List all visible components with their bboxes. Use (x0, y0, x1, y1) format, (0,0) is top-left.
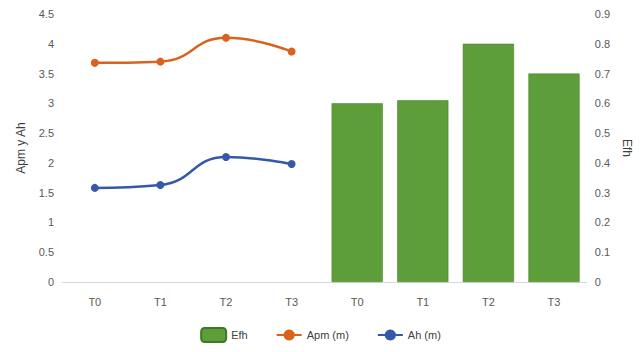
svg-text:T1: T1 (416, 296, 429, 308)
svg-text:0.3: 0.3 (595, 187, 610, 199)
svg-text:0: 0 (595, 276, 601, 288)
svg-text:2.5: 2.5 (39, 127, 54, 139)
svg-text:T2: T2 (220, 296, 233, 308)
svg-text:T0: T0 (88, 296, 101, 308)
svg-text:4.5: 4.5 (39, 8, 54, 20)
svg-text:Efh: Efh (231, 329, 248, 341)
svg-text:0.2: 0.2 (595, 216, 610, 228)
svg-text:Ah (m): Ah (m) (408, 329, 441, 341)
svg-text:0.9: 0.9 (595, 8, 610, 20)
svg-text:0.6: 0.6 (595, 97, 610, 109)
svg-text:4: 4 (48, 38, 54, 50)
svg-text:Apm (m): Apm (m) (307, 329, 349, 341)
svg-text:2: 2 (48, 157, 54, 169)
svg-text:3: 3 (48, 97, 54, 109)
svg-text:0: 0 (48, 276, 54, 288)
svg-text:Efh: Efh (620, 139, 634, 157)
svg-text:T3: T3 (285, 296, 298, 308)
svg-text:0.1: 0.1 (595, 246, 610, 258)
svg-text:T0: T0 (351, 296, 364, 308)
svg-text:Apm y Ah: Apm y Ah (14, 122, 28, 173)
svg-text:1.5: 1.5 (39, 187, 54, 199)
svg-text:0.8: 0.8 (595, 38, 610, 50)
svg-text:0.5: 0.5 (39, 246, 54, 258)
svg-text:T1: T1 (154, 296, 167, 308)
svg-text:0.5: 0.5 (595, 127, 610, 139)
svg-text:1: 1 (48, 216, 54, 228)
svg-text:0.7: 0.7 (595, 68, 610, 80)
svg-text:T3: T3 (548, 296, 561, 308)
svg-text:0.4: 0.4 (595, 157, 610, 169)
svg-text:3.5: 3.5 (39, 68, 54, 80)
svg-text:T2: T2 (482, 296, 495, 308)
